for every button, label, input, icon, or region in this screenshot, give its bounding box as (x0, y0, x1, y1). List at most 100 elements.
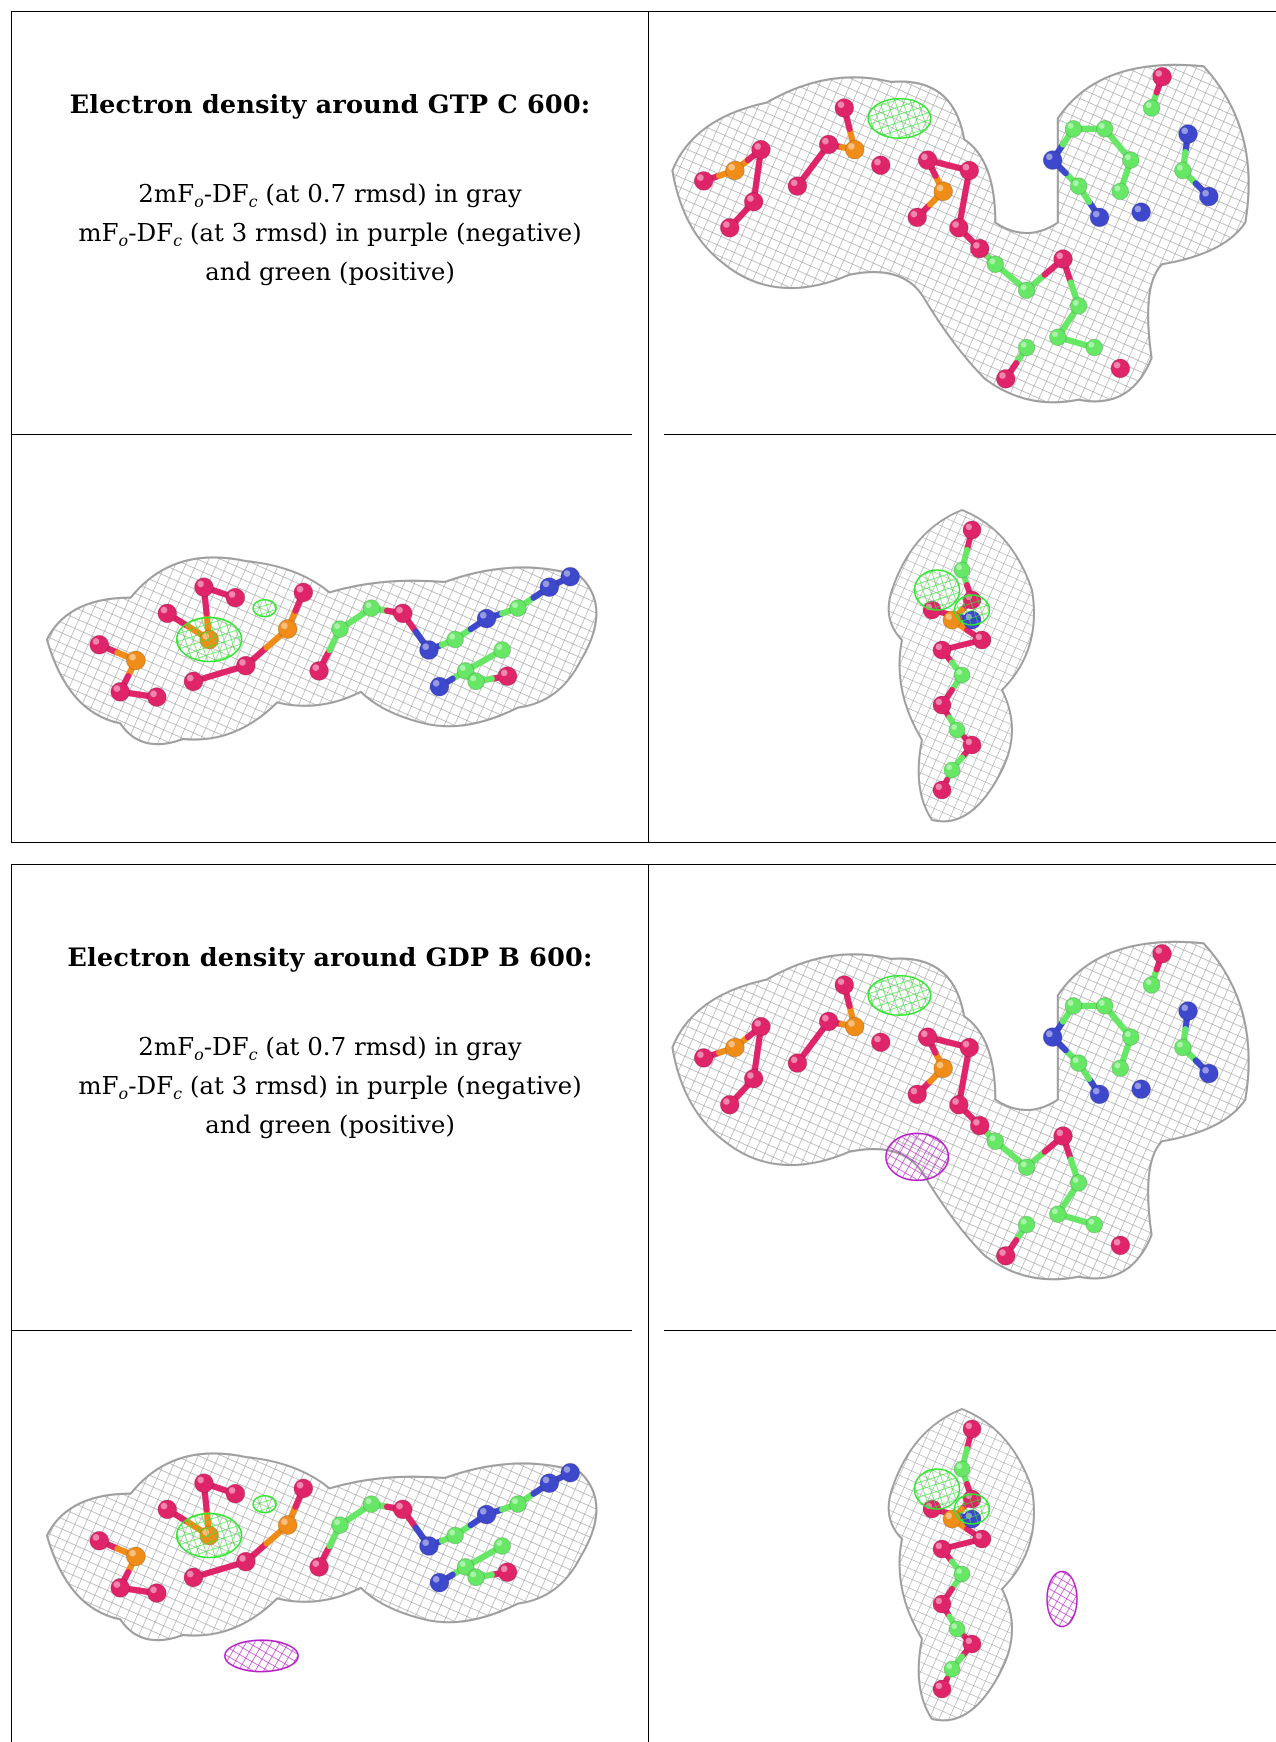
atom-carbon (331, 620, 349, 638)
atom-oxygen (969, 238, 990, 259)
positive-density-blob (175, 1512, 243, 1559)
density-image-end-gtp (652, 440, 1276, 840)
atom-nitrogen (429, 1572, 450, 1593)
atom-oxygen (1110, 358, 1131, 379)
atom-carbon (509, 599, 527, 618)
atom-carbon (493, 1537, 512, 1555)
density-image-front-gtp (652, 18, 1276, 428)
atom-oxygen (293, 582, 314, 603)
figure-block-gtp: Electron density around GTP C 600: 2mFo-… (11, 11, 1276, 843)
atom-oxygen (392, 603, 413, 624)
caption-gtp: Electron density around GTP C 600: 2mFo-… (12, 90, 648, 291)
atom-phosphorus (725, 1037, 745, 1058)
atom-oxygen (818, 134, 839, 155)
atom-oxygen (962, 735, 982, 755)
density-mesh (45, 1452, 598, 1642)
atom-carbon (1173, 1038, 1192, 1057)
atom-oxygen (743, 191, 764, 212)
atom-phosphorus (933, 181, 954, 202)
atom-nitrogen (476, 1504, 497, 1525)
atom-oxygen (751, 139, 771, 160)
caption-line-colors: and green (positive) (205, 257, 455, 286)
atom-phosphorus (277, 1515, 298, 1536)
atom-oxygen (932, 695, 952, 715)
atom-oxygen (787, 1053, 808, 1074)
atom-phosphorus (725, 160, 745, 181)
atom-oxygen (834, 975, 855, 995)
atom-oxygen (183, 1567, 204, 1588)
atom-carbon (943, 761, 961, 779)
atom-oxygen (932, 1679, 952, 1699)
atom-oxygen (497, 1562, 518, 1583)
atom-oxygen (962, 520, 982, 540)
atom-carbon (456, 1558, 475, 1576)
atom-oxygen (917, 150, 938, 170)
atom-oxygen (193, 1473, 214, 1494)
atom-oxygen (146, 1583, 167, 1604)
atom-oxygen (932, 640, 952, 660)
atom-nitrogen (429, 676, 450, 697)
atom-oxygen (193, 577, 214, 598)
atom-nitrogen (560, 1462, 581, 1483)
figure-block-gdp: Electron density around GDP B 600: 2mFo-… (11, 864, 1276, 1742)
caption-title: Electron density around GTP C 600: (69, 90, 591, 120)
atom-oxygen (948, 1094, 969, 1115)
atom-oxygen (693, 171, 714, 191)
atom-nitrogen (1131, 202, 1152, 223)
caption-line-mfo: mFo-DFc (at 3 rmsd) in purple (negative) (78, 218, 582, 250)
positive-density-blob (867, 97, 932, 139)
atom-oxygen (932, 1594, 952, 1614)
atom-oxygen (235, 655, 256, 676)
atom-phosphorus (844, 139, 865, 160)
atom-oxygen (110, 681, 131, 702)
negative-density-blob (885, 1132, 950, 1182)
negative-density-blob (1046, 1570, 1078, 1628)
caption-gdp: Electron density around GDP B 600: 2mFo-… (12, 943, 648, 1144)
atom-oxygen (972, 630, 992, 650)
atom-nitrogen (1198, 1063, 1219, 1084)
atom-oxygen (787, 176, 808, 197)
negative-density-blob (224, 1639, 299, 1673)
atom-nitrogen (560, 566, 581, 587)
density-image-front-gdp (652, 875, 1276, 1325)
atom-carbon (1064, 996, 1083, 1015)
atom-oxygen (719, 1094, 740, 1115)
caption-line-2mfo: 2mFo-DFc (at 0.7 rmsd) in gray (138, 1032, 522, 1064)
atom-carbon (467, 1568, 485, 1587)
atom-oxygen (969, 1115, 990, 1136)
atom-carbon (509, 1495, 527, 1514)
atom-oxygen (959, 1037, 980, 1058)
atom-nitrogen (419, 640, 439, 660)
atom-oxygen (907, 1084, 928, 1105)
atom-carbon (362, 599, 381, 618)
atom-oxygen (834, 98, 855, 118)
atom-nitrogen (1042, 1027, 1063, 1047)
atom-oxygen (693, 1048, 714, 1068)
atom-nitrogen (1131, 1079, 1152, 1100)
atom-carbon (948, 1620, 966, 1638)
atom-carbon (948, 721, 966, 739)
atom-oxygen (995, 368, 1016, 389)
atom-oxygen (948, 217, 969, 238)
atom-nitrogen (539, 1473, 560, 1494)
atom-carbon (493, 641, 512, 659)
atom-phosphorus (933, 1058, 954, 1079)
row-divider-right (664, 434, 1276, 435)
atom-oxygen (995, 1245, 1016, 1266)
atom-nitrogen (1042, 150, 1063, 170)
caption-line-colors: and green (positive) (205, 1110, 455, 1139)
atom-oxygen (1053, 249, 1073, 269)
atom-oxygen (907, 207, 928, 228)
atom-oxygen (962, 1634, 982, 1654)
atom-oxygen (972, 1529, 992, 1549)
atom-carbon (1121, 151, 1140, 169)
positive-density-blob (252, 598, 277, 618)
atom-nitrogen (1089, 207, 1110, 228)
atom-carbon (1069, 177, 1088, 195)
caption-line-2mfo: 2mFo-DFc (at 0.7 rmsd) in gray (138, 179, 522, 211)
atom-carbon (986, 1132, 1005, 1151)
atom-oxygen (157, 603, 178, 624)
atom-carbon (1142, 99, 1161, 117)
atom-nitrogen (1178, 1001, 1198, 1021)
atom-carbon (362, 1495, 381, 1514)
